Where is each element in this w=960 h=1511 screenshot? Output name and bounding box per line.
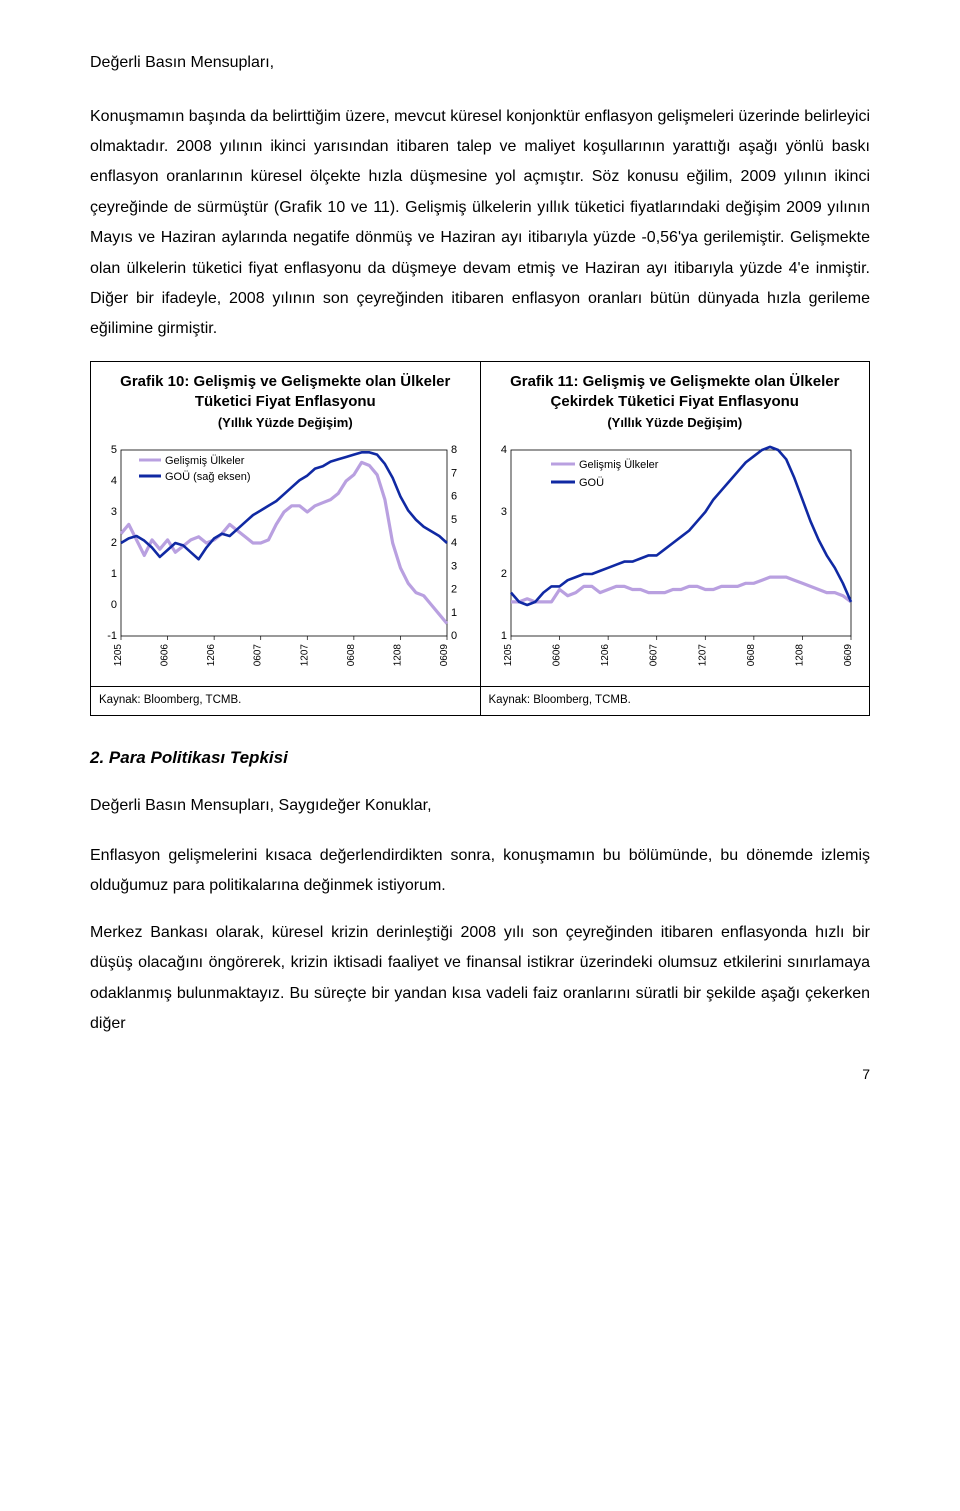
svg-text:1: 1	[451, 607, 457, 619]
svg-text:5: 5	[451, 514, 457, 526]
paragraph-3: Merkez Bankası olarak, küresel krizin de…	[90, 918, 870, 1040]
chart-10-title: Grafik 10: Gelişmiş ve Gelişmekte olan Ü…	[105, 372, 466, 413]
svg-text:4: 4	[451, 537, 457, 549]
svg-text:4: 4	[500, 444, 506, 456]
chart-11-svg: 1 2 3 4 1205 0606 1206 0607 1207 0608 1208 0609 Geli…	[485, 444, 863, 684]
svg-text:8: 8	[451, 444, 457, 456]
chart-10-source: Kaynak: Bloomberg, TCMB.	[91, 686, 480, 715]
svg-text:3: 3	[451, 560, 457, 572]
svg-text:0: 0	[451, 630, 457, 642]
svg-text:3: 3	[111, 506, 117, 518]
chart-10-cell: Grafik 10: Gelişmiş ve Gelişmekte olan Ü…	[91, 362, 481, 715]
paragraph-2: Enflasyon gelişmelerini kısaca değerlend…	[90, 841, 870, 902]
chart-10-body: -1 0 1 2 3 4 5 0 1 2 3 4 5 6 7 8 1205 0606 1206 0607 1207 060…	[91, 440, 480, 686]
svg-text:Gelişmiş Ülkeler: Gelişmiş Ülkeler	[579, 459, 659, 471]
chart-10-svg: -1 0 1 2 3 4 5 0 1 2 3 4 5 6 7 8 1205 0606 1206 0607 1207 060…	[95, 444, 473, 684]
svg-text:1208: 1208	[794, 643, 805, 666]
svg-text:1206: 1206	[600, 643, 611, 666]
page-number: 7	[90, 1063, 870, 1085]
svg-text:2: 2	[500, 568, 506, 580]
chart-10-title-box: Grafik 10: Gelişmiş ve Gelişmekte olan Ü…	[91, 362, 480, 440]
svg-text:0607: 0607	[648, 643, 659, 666]
chart-10-subtitle: (Yıllık Yüzde Değişim)	[105, 414, 466, 432]
svg-text:1: 1	[500, 630, 506, 642]
svg-text:4: 4	[111, 475, 117, 487]
paragraph-1: Konuşmamın başında da belirttiğim üzere,…	[90, 102, 870, 345]
svg-text:0606: 0606	[160, 643, 171, 666]
svg-text:0609: 0609	[439, 643, 450, 666]
charts-container: Grafik 10: Gelişmiş ve Gelişmekte olan Ü…	[90, 361, 870, 716]
svg-text:0606: 0606	[551, 643, 562, 666]
subgreeting-text: Değerli Basın Mensupları, Saygıdeğer Kon…	[90, 793, 870, 819]
svg-text:1208: 1208	[392, 643, 403, 666]
svg-text:2: 2	[111, 537, 117, 549]
svg-text:1205: 1205	[113, 643, 124, 666]
svg-text:1206: 1206	[206, 643, 217, 666]
chart-11-subtitle: (Yıllık Yüzde Değişim)	[495, 414, 856, 432]
svg-text:2: 2	[451, 583, 457, 595]
svg-text:6: 6	[451, 490, 457, 502]
svg-text:GOÜ (sağ eksen): GOÜ (sağ eksen)	[165, 471, 251, 483]
svg-text:Gelişmiş Ülkeler: Gelişmiş Ülkeler	[165, 455, 245, 467]
svg-text:0609: 0609	[843, 643, 854, 666]
chart-11-body: 1 2 3 4 1205 0606 1206 0607 1207 0608 1208 0609 Geli…	[481, 440, 870, 686]
svg-text:3: 3	[500, 506, 506, 518]
svg-text:1205: 1205	[503, 643, 514, 666]
svg-text:-1: -1	[107, 630, 117, 642]
svg-text:0608: 0608	[745, 643, 756, 666]
svg-text:1207: 1207	[299, 643, 310, 666]
svg-text:0608: 0608	[346, 643, 357, 666]
greeting-text: Değerli Basın Mensupları,	[90, 50, 870, 76]
chart-11-title-box: Grafik 11: Gelişmiş ve Gelişmekte olan Ü…	[481, 362, 870, 440]
svg-text:GOÜ: GOÜ	[579, 477, 604, 489]
section-2-heading: 2. Para Politikası Tepkisi	[90, 744, 870, 771]
chart-11-title: Grafik 11: Gelişmiş ve Gelişmekte olan Ü…	[495, 372, 856, 413]
svg-text:5: 5	[111, 444, 117, 456]
svg-text:0: 0	[111, 599, 117, 611]
svg-text:1: 1	[111, 568, 117, 580]
chart-11-source: Kaynak: Bloomberg, TCMB.	[481, 686, 870, 715]
svg-text:1207: 1207	[697, 643, 708, 666]
svg-text:0607: 0607	[253, 643, 264, 666]
svg-text:7: 7	[451, 467, 457, 479]
chart-11-cell: Grafik 11: Gelişmiş ve Gelişmekte olan Ü…	[481, 362, 870, 715]
